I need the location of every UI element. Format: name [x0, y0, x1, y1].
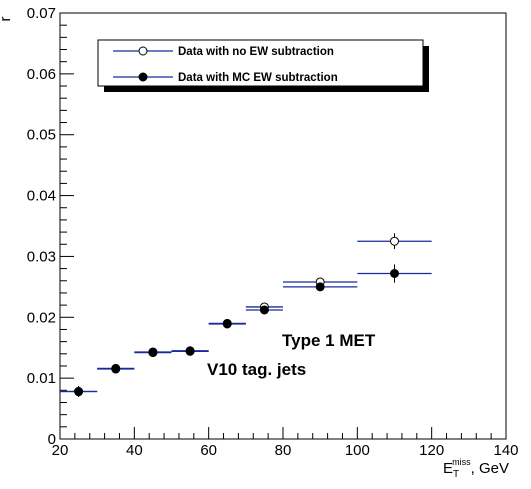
y-tick-label: 0.05 — [27, 127, 56, 144]
x-axis-label: ETmiss, GeV — [443, 457, 509, 480]
legend-entry-1: Data with MC EW subtraction — [113, 72, 338, 84]
x-axis-label-base: E — [443, 460, 453, 477]
y-tick-label: 0 — [48, 431, 56, 448]
open-circle-point — [390, 236, 399, 246]
x-tick-label: 60 — [200, 442, 217, 459]
legend: Data with no EW subtraction Data with MC … — [97, 39, 429, 92]
y-tick-label: 0.03 — [27, 248, 56, 265]
y-axis-tick-labels: 0 0.01 0.02 0.03 0.04 0.05 0.06 0.07 — [27, 5, 56, 448]
x-axis-ticks — [59, 427, 507, 439]
legend-entry-0: Data with no EW subtraction — [113, 46, 334, 58]
filled-circle-point — [185, 346, 195, 356]
x-tick-label: 80 — [275, 442, 292, 459]
y-tick-label: 0.06 — [27, 66, 56, 83]
y-tick-label: 0.02 — [27, 309, 56, 326]
y-tick-label: 0.04 — [27, 188, 56, 205]
y-axis-label: r — [0, 17, 14, 22]
legend-label: Data with no EW subtraction — [178, 46, 334, 58]
annotation-type1-met: Type 1 MET — [282, 331, 376, 350]
x-axis-label-unit: , GeV — [471, 460, 509, 477]
series-1 — [60, 264, 432, 398]
x-axis-label-sup: miss — [452, 457, 471, 467]
x-tick-label: 120 — [419, 442, 444, 459]
x-tick-label: 40 — [126, 442, 143, 459]
x-tick-label: 140 — [493, 442, 518, 459]
x-tick-label: 20 — [52, 442, 69, 459]
y-tick-label: 0.07 — [27, 5, 56, 22]
series-layer — [60, 233, 432, 398]
filled-circle-point — [222, 319, 232, 329]
annotation-tag-jets: V10 tag. jets — [207, 360, 306, 379]
y-axis-ticks — [60, 12, 74, 440]
legend-box — [97, 39, 424, 87]
legend-entries: Data with no EW subtraction Data with MC … — [113, 46, 338, 84]
x-axis-tick-labels: 20 40 60 80 100 120 140 — [52, 442, 519, 459]
x-tick-label: 100 — [345, 442, 370, 459]
filled-circle-point — [390, 268, 399, 278]
filled-circle-point — [74, 387, 84, 397]
filled-circle-point — [148, 348, 158, 358]
filled-circle-point — [111, 364, 121, 374]
x-axis-label-sub: T — [453, 469, 459, 480]
legend-label: Data with MC EW subtraction — [178, 72, 338, 84]
y-tick-label: 0.01 — [27, 370, 56, 387]
filled-circle-point — [315, 282, 325, 292]
filled-circle-point — [259, 305, 269, 315]
legend-marker — [138, 72, 148, 82]
legend-marker — [138, 46, 148, 56]
